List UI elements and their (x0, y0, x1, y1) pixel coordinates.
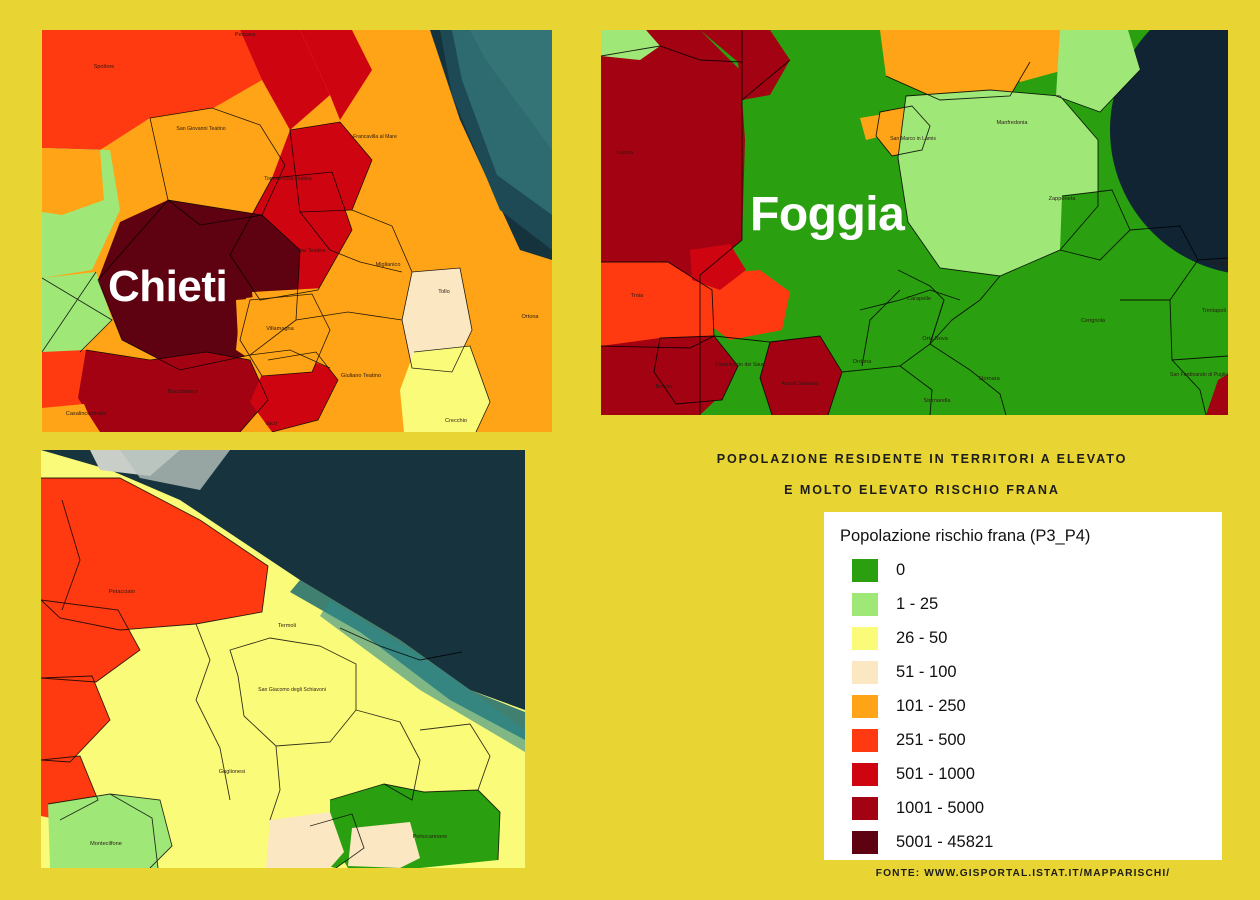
municipality-label: Ortona (521, 314, 539, 320)
legend-item: 1001 - 5000 (838, 791, 1222, 825)
map-panel-chieti[interactable]: Spoltore Pescara San Giovanni Teatino Torre… (42, 30, 552, 432)
municipality-label: San Giacomo degli Schiavoni (258, 687, 326, 693)
legend-swatch (852, 762, 878, 786)
legend-swatch (852, 558, 878, 582)
legend-label: 51 - 100 (896, 663, 957, 681)
municipality-label: San Ferdinando di Puglia (1170, 372, 1228, 378)
legend-title: Popolazione rischio frana (P3_P4) (840, 527, 1091, 545)
municipality-label: Francavilla al Mare (353, 134, 397, 140)
foggia-map-graphic: Lucera San Marco in Lamis Manfredonia Zappo… (601, 30, 1228, 415)
termoli-municipality-labels: Petacciato Termoli San Giacomo degli Schia… (90, 589, 447, 847)
municipality-label: Giuliano Teatino (341, 373, 381, 379)
headline-line-1: Popolazione residente in territori a ele… (716, 452, 1128, 466)
municipality-label: Bucchianico (168, 389, 198, 395)
municipality-label: Portocannone (413, 834, 448, 840)
municipality-label: Lucera (616, 150, 634, 156)
municipality-label: Ascoli Satriano (781, 381, 818, 387)
legend-item: 101 - 250 (838, 689, 1222, 723)
headline-line-2: e molto elevato rischio Frana (784, 483, 1060, 497)
municipality-label: Castelluccio dei Sauri (715, 362, 765, 368)
legend-panel: Popolazione rischio frana (P3_P4) 0 1 - 2… (824, 512, 1222, 860)
municipality-label: Trinitapoli (1202, 308, 1226, 314)
source-note: Fonte: www.gisportal.istat.it/mapparisch… (875, 868, 1171, 879)
municipality-label: Ordona (853, 359, 873, 365)
legend-swatch (852, 830, 878, 854)
chieti-municipality-labels: Spoltore Pescara San Giovanni Teatino Torre… (66, 32, 540, 427)
municipality-label: Casalincontrada (66, 411, 107, 417)
municipality-label: San Giovanni Teatino (176, 126, 225, 132)
municipality-label: Vacri (265, 421, 277, 427)
municipality-label: Margherita (1212, 261, 1228, 267)
map-panel-foggia[interactable]: Lucera San Marco in Lamis Manfredonia Zappo… (601, 30, 1228, 415)
headline: Popolazione residente in territori a ele… (612, 444, 1232, 506)
chieti-map-graphic: Spoltore Pescara San Giovanni Teatino Torre… (42, 30, 552, 432)
legend-label: 5001 - 45821 (896, 833, 994, 851)
municipality-label: Miglianico (376, 262, 401, 268)
legend-label: 501 - 1000 (896, 765, 975, 783)
foggia-municipality-labels: Lucera San Marco in Lamis Manfredonia Zappo… (616, 120, 1228, 404)
municipality-label: Torrevecchia Teatina (264, 176, 312, 182)
legend-item: 251 - 500 (838, 723, 1222, 757)
legend-swatch (852, 592, 878, 616)
legend-item: 501 - 1000 (838, 757, 1222, 791)
municipality-label: Petacciato (109, 589, 135, 595)
legend-item: 5001 - 45821 (838, 825, 1222, 859)
legend-swatch (852, 660, 878, 684)
legend-label: 101 - 250 (896, 697, 966, 715)
municipality-label: Stornarella (923, 398, 951, 404)
municipality-label: Carapelle (907, 296, 931, 302)
municipality-label: Troia (631, 293, 644, 299)
legend-swatch (852, 796, 878, 820)
legend-list: 0 1 - 25 26 - 50 51 - 100 101 - 250 251 - 500… (838, 553, 1222, 859)
municipality-label: Crecchio (445, 418, 467, 424)
municipality-label: Ripa Teatina (295, 248, 327, 254)
municipality-label: Montecilfone (90, 841, 122, 847)
legend-item: 51 - 100 (838, 655, 1222, 689)
legend-swatch (852, 626, 878, 650)
termoli-map-graphic: Petacciato Termoli San Giacomo degli Schia… (41, 450, 525, 868)
legend-swatch (852, 694, 878, 718)
municipality-label: Spoltore (94, 64, 115, 70)
municipality-label: Termoli (278, 623, 296, 629)
legend-item: 1 - 25 (838, 587, 1222, 621)
legend-item: 0 (838, 553, 1222, 587)
legend-item: 26 - 50 (838, 621, 1222, 655)
municipality-label: Manfredonia (996, 120, 1028, 126)
legend-label: 1 - 25 (896, 595, 939, 613)
municipality-label: Orta Nova (922, 336, 948, 342)
legend-swatch (852, 728, 878, 752)
municipality-label: Bovino (655, 384, 672, 390)
legend-label: 0 (896, 561, 906, 579)
municipality-label: San Marco in Lamis (890, 136, 936, 142)
municipality-label: Guglionesi (219, 769, 245, 775)
municipality-label: Cerignola (1081, 318, 1106, 324)
municipality-label: Pescara (235, 32, 256, 38)
legend-label: 26 - 50 (896, 629, 948, 647)
municipality-label: Zapponeta (1049, 196, 1077, 202)
legend-label: 251 - 500 (896, 731, 966, 749)
legend-label: 1001 - 5000 (896, 799, 985, 817)
municipality-label: Tollo (438, 289, 450, 295)
map-panel-termoli[interactable]: Petacciato Termoli San Giacomo degli Schia… (41, 450, 525, 868)
municipality-label: Stornara (978, 376, 1000, 382)
municipality-label: Villamagna (266, 326, 294, 332)
